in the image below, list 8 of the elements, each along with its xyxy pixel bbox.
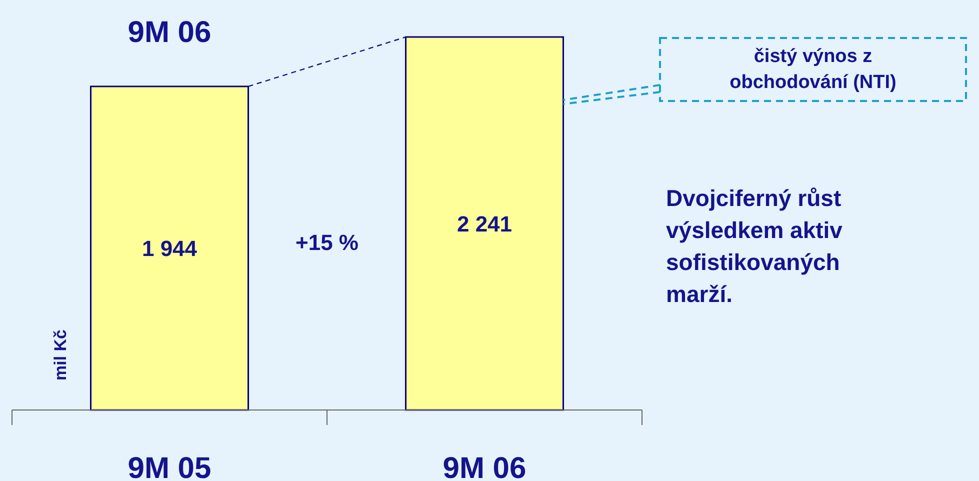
data-label: 1 944 <box>142 236 198 262</box>
text: čistý výnos z obchodování (NTI) <box>730 46 896 93</box>
y-axis-title: mil Kč <box>51 329 70 381</box>
chart-title: 9M 06 <box>128 16 212 49</box>
text: Dvojciferný růst výsledkem aktiv sofistikovaných marží. <box>666 185 843 307</box>
data-label: 2 241 <box>456 212 512 236</box>
annotation: +15 % <box>296 230 358 255</box>
x-tick-label: 9M 05 <box>128 452 212 481</box>
